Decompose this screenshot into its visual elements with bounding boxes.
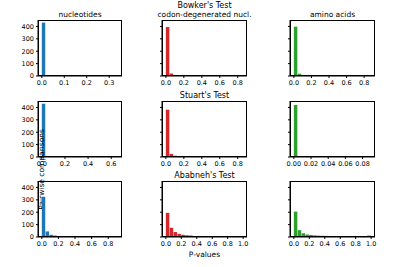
svg-text:0.1: 0.1 [59,79,69,87]
svg-text:0.0: 0.0 [37,240,47,248]
svg-text:0.2: 0.2 [176,240,186,248]
svg-text:0.6: 0.6 [215,160,225,168]
svg-text:1.0: 1.0 [366,240,376,248]
svg-text:0.4: 0.4 [324,79,334,87]
svg-text:0.4: 0.4 [83,160,93,168]
svg-text:0.8: 0.8 [233,160,243,168]
svg-text:0.2: 0.2 [304,240,314,248]
svg-text:0.3: 0.3 [104,79,114,87]
svg-text:0.2: 0.2 [306,79,316,87]
svg-text:0.6: 0.6 [86,240,96,248]
svg-text:0.2: 0.2 [82,79,92,87]
svg-text:1.0: 1.0 [238,240,248,248]
svg-text:100: 100 [22,141,34,149]
html-text:P-values: P-values [188,250,221,259]
svg-text:0.4: 0.4 [70,240,80,248]
svg-text:400: 400 [22,104,34,112]
svg-text:0.00: 0.00 [287,160,301,168]
svg-text:0.8: 0.8 [103,240,113,248]
svg-text:0.4: 0.4 [320,240,330,248]
svg-text:400: 400 [22,184,34,192]
svg-text:0.4: 0.4 [197,160,207,168]
svg-text:0.0: 0.0 [161,160,171,168]
svg-text:0.6: 0.6 [207,240,217,248]
svg-text:0.0: 0.0 [289,79,299,87]
svg-text:0: 0 [30,233,34,241]
svg-text:0: 0 [30,72,34,80]
svg-text:200: 200 [22,129,34,137]
svg-text:0.02: 0.02 [304,160,318,168]
svg-text:0.04: 0.04 [321,160,335,168]
svg-text:0.8: 0.8 [223,240,233,248]
svg-text:0.08: 0.08 [355,160,369,168]
svg-text:0.2: 0.2 [53,240,63,248]
svg-text:0.4: 0.4 [192,240,202,248]
svg-text:0.6: 0.6 [215,79,225,87]
html-text:Bowker's Test: Bowker's Test [177,1,232,10]
svg-text:100: 100 [22,221,34,229]
html-text:Pairwise comparisons: Pairwise comparisons [36,129,46,210]
svg-text:0.8: 0.8 [359,79,369,87]
svg-text:200: 200 [22,48,34,56]
html-text:codon-degenerated nucl.: codon-degenerated nucl. [157,10,252,19]
svg-text:0.6: 0.6 [106,160,116,168]
svg-text:0.06: 0.06 [338,160,352,168]
svg-text:0.2: 0.2 [60,160,70,168]
svg-text:0.8: 0.8 [233,79,243,87]
svg-text:0.0: 0.0 [161,79,171,87]
svg-text:200: 200 [22,209,34,217]
html-text:Stuart's Test: Stuart's Test [179,91,230,100]
svg-text:100: 100 [22,60,34,68]
svg-text:300: 300 [22,116,34,124]
svg-text:300: 300 [22,35,34,43]
svg-text:400: 400 [22,23,34,31]
svg-text:0.0: 0.0 [161,240,171,248]
html-text:Ababneh's Test: Ababneh's Test [174,171,235,180]
svg-text:0.0: 0.0 [289,240,299,248]
svg-text:0.6: 0.6 [335,240,345,248]
svg-text:0: 0 [30,153,34,161]
svg-text:0.8: 0.8 [351,240,361,248]
svg-text:0.6: 0.6 [341,79,351,87]
html-text:amino acids: amino acids [309,10,356,19]
svg-text:0.2: 0.2 [179,79,189,87]
svg-text:300: 300 [22,196,34,204]
svg-text:0.0: 0.0 [37,79,47,87]
svg-text:0.4: 0.4 [197,79,207,87]
svg-text:0.2: 0.2 [179,160,189,168]
html-text:nucleotides: nucleotides [58,10,102,19]
